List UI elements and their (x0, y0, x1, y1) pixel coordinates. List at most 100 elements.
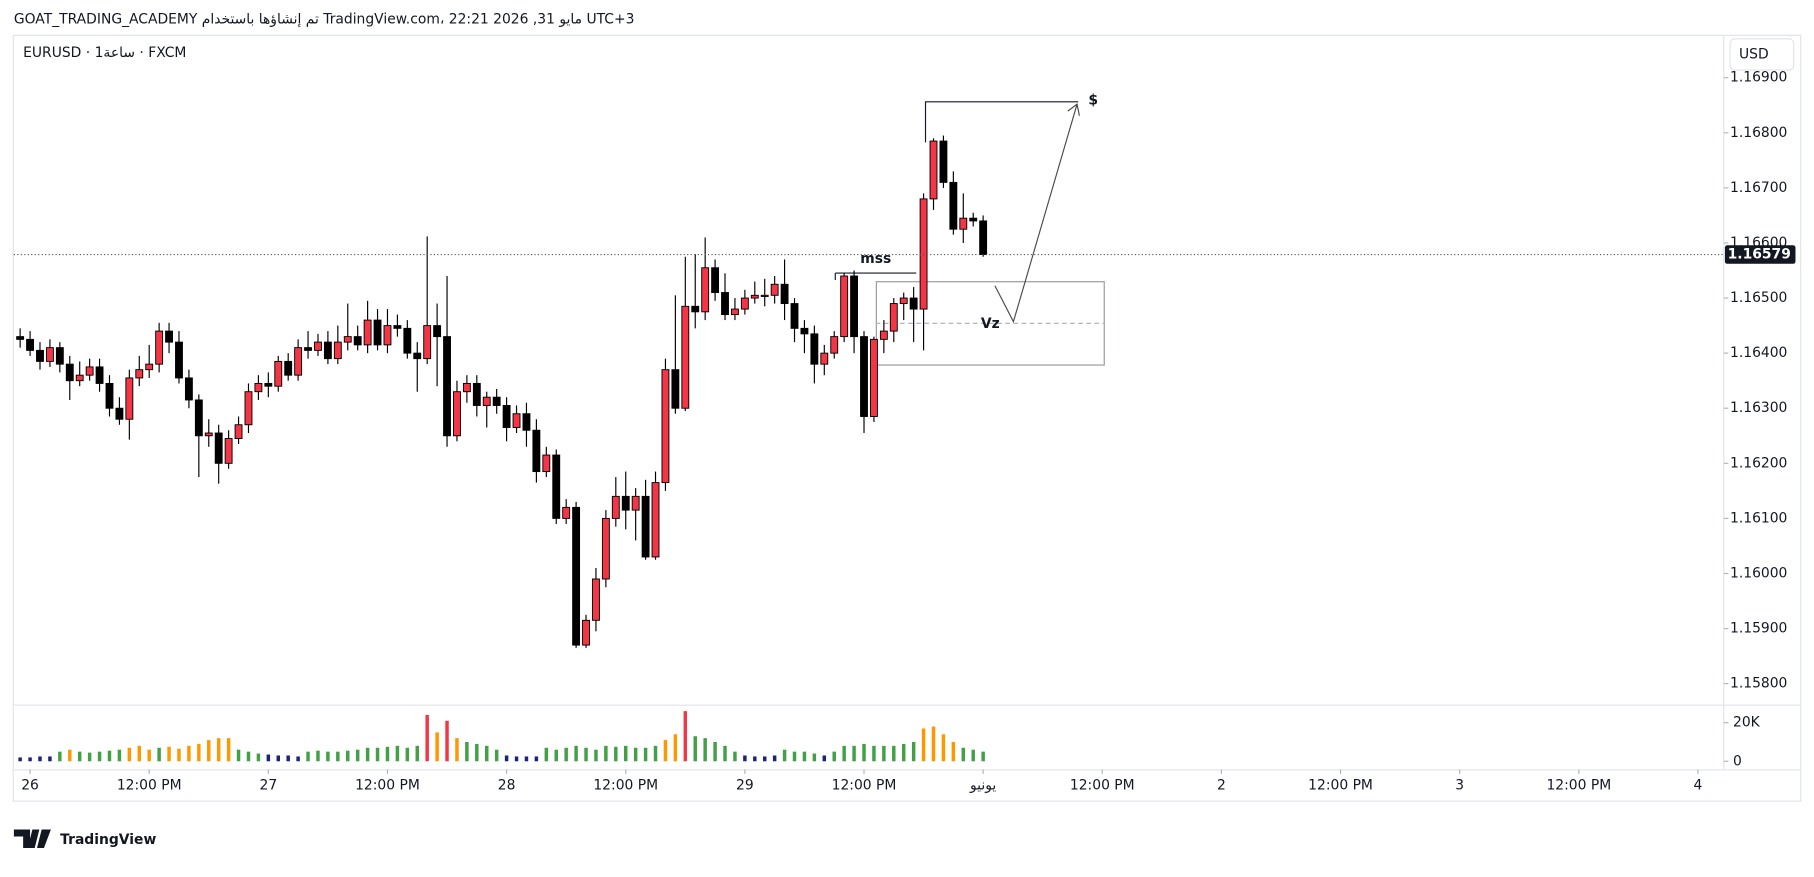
candle-body (532, 429, 541, 473)
candle-body (26, 338, 34, 351)
candle-body (681, 305, 690, 409)
volume-bar (167, 746, 171, 762)
candle-body (413, 352, 422, 360)
volume-bar (276, 755, 280, 762)
volume-bar (395, 745, 400, 762)
candle-body (443, 336, 451, 437)
x-tick-label: 29 (736, 778, 754, 794)
header-caption: GOAT_TRADING_ACADEMY تم إنشاؤها باستخدام… (14, 12, 635, 28)
candle-body (433, 325, 442, 338)
volume-bar (901, 743, 906, 762)
candle-body (353, 336, 362, 346)
volume-bar (584, 747, 588, 762)
volume-bar (832, 751, 836, 762)
volume-bar (643, 747, 648, 762)
last-price-label: 1.16579 (1728, 247, 1791, 263)
candle-body (740, 297, 749, 310)
candle-body (175, 341, 183, 379)
volume-bar (653, 745, 658, 762)
candle-body (711, 267, 720, 294)
volume-bar (594, 749, 598, 762)
x-tick-label: 12:00 PM (593, 778, 658, 794)
candle-body (969, 217, 978, 222)
volume-bar (58, 751, 62, 762)
candle-body (691, 305, 700, 313)
volume-bar (326, 751, 330, 762)
candle-body (562, 506, 571, 519)
volume-bar (306, 751, 310, 762)
x-tick-label: 12:00 PM (832, 778, 897, 794)
candle-body (472, 382, 481, 406)
x-tick-label: 3 (1455, 778, 1464, 794)
candle-body (701, 267, 710, 313)
volume-bar (226, 738, 231, 762)
candle-body (939, 140, 948, 183)
volume-bar (415, 745, 419, 762)
candle-body (631, 495, 640, 511)
volume-bar (18, 757, 22, 762)
candle-body (750, 294, 759, 299)
candle-body (184, 377, 193, 401)
candle-body (552, 454, 561, 519)
volume-bar (862, 743, 866, 762)
volume-bar (77, 751, 82, 762)
volume-bar (524, 756, 529, 762)
x-tick-label: يونيو (969, 778, 996, 794)
currency-button[interactable] (1729, 38, 1795, 71)
x-tick-label: 4 (1694, 778, 1703, 794)
candle-body (572, 506, 581, 646)
candle-body (949, 181, 958, 230)
volume-bar (38, 756, 42, 762)
y-tick-label: 1.16300 (1730, 400, 1787, 416)
volume-bar (693, 736, 697, 762)
volume-bar (405, 747, 410, 762)
candle-body (592, 578, 600, 621)
volume-bar (782, 749, 787, 762)
candle-body (45, 347, 54, 362)
y-tick-label: 1.16400 (1730, 345, 1787, 361)
volume-bar (485, 745, 489, 762)
volume-bar (772, 755, 777, 762)
candle-body (542, 454, 551, 473)
volume-bar (753, 756, 757, 762)
candle-body (36, 349, 44, 362)
volume-bar (663, 740, 668, 762)
logo-icon (13, 829, 51, 849)
volume-bar (822, 755, 827, 762)
candle-body (661, 369, 670, 484)
volume-bar (971, 749, 975, 762)
candle-body (383, 325, 392, 346)
x-tick-label: 26 (21, 778, 39, 794)
volume-bar (346, 750, 350, 762)
candle-body (323, 341, 332, 360)
x-tick-label: 12:00 PM (1308, 778, 1373, 794)
volume-bar (97, 751, 102, 762)
volume-bar (177, 748, 181, 762)
candle-body (393, 325, 402, 329)
candle-body (244, 391, 253, 426)
candle-body (294, 347, 303, 376)
candle-body (145, 363, 154, 371)
candle-body (155, 330, 164, 365)
volume-bar (296, 756, 300, 762)
volume-bar (941, 734, 946, 762)
candle-body (899, 297, 908, 305)
candle-body (264, 382, 273, 387)
candle-body (840, 275, 849, 338)
candle-body (403, 327, 412, 354)
candle-body (135, 369, 144, 379)
candle-body (850, 275, 859, 338)
candle-body (234, 424, 243, 439)
candle-body (16, 336, 25, 340)
volume-bar (336, 751, 340, 762)
logo: TradingView (13, 829, 156, 849)
volume-bar (207, 740, 211, 762)
volume-bar (28, 757, 32, 762)
volume-bar (703, 738, 707, 762)
volume-bar (633, 747, 638, 762)
volume-bar (187, 745, 191, 762)
volume-bar (375, 747, 380, 762)
candle-body (810, 333, 819, 365)
candle-body (909, 297, 918, 310)
candle-body (65, 363, 74, 382)
